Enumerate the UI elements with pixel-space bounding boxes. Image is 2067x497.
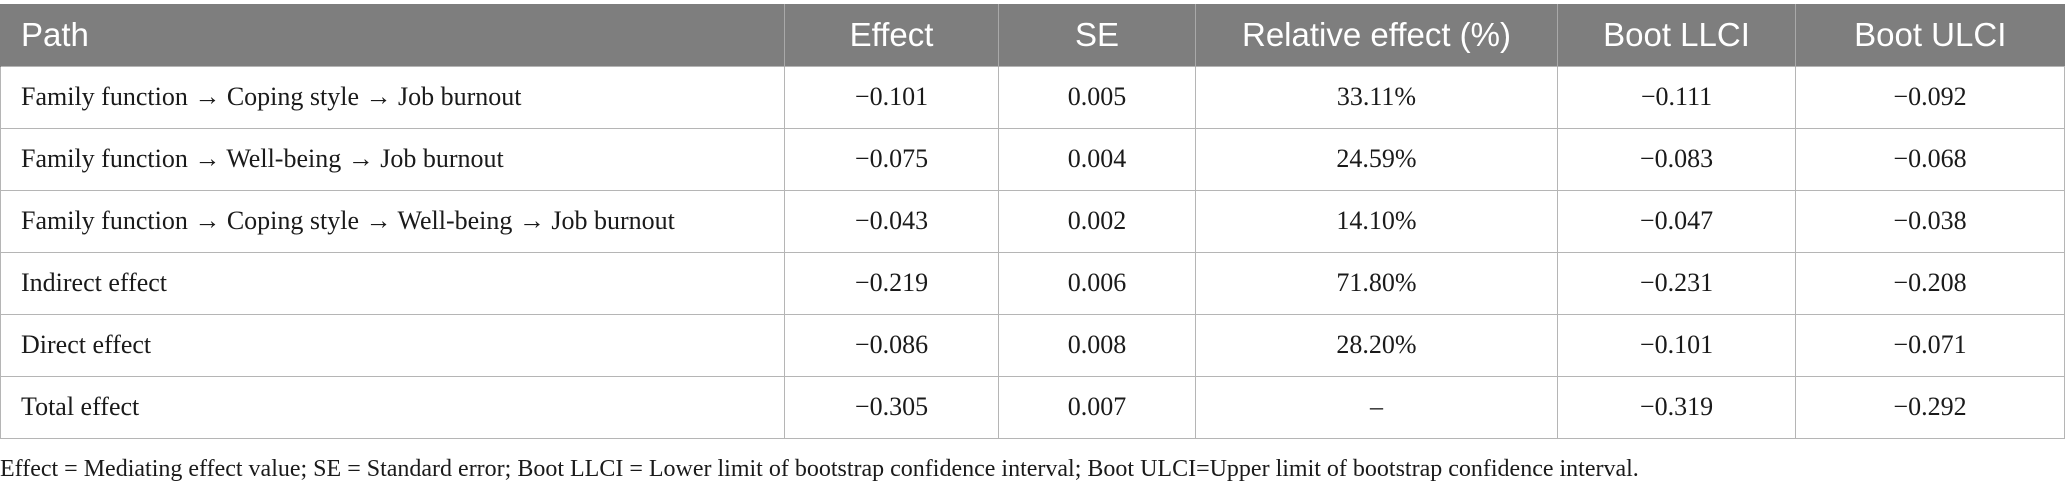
- cell-boot-ulci: −0.208: [1795, 251, 2065, 315]
- cell-relative-effect: –: [1195, 375, 1558, 439]
- header-relative-effect: Relative effect (%): [1195, 4, 1558, 66]
- cell-relative-effect: 14.10%: [1195, 189, 1558, 253]
- header-boot-ulci: Boot ULCI: [1795, 4, 2065, 66]
- header-boot-llci: Boot LLCI: [1557, 4, 1796, 66]
- cell-boot-llci: −0.101: [1557, 313, 1796, 377]
- cell-boot-llci: −0.047: [1557, 189, 1796, 253]
- cell-effect: −0.075: [784, 127, 999, 191]
- cell-relative-effect: 33.11%: [1195, 65, 1558, 129]
- cell-effect: −0.219: [784, 251, 999, 315]
- cell-path: Family function → Well-being → Job burno…: [0, 127, 785, 191]
- cell-se: 0.007: [998, 375, 1196, 439]
- mediation-table-container: Path Effect SE Relative effect (%) Boot …: [0, 4, 2065, 439]
- table-row: Total effect −0.305 0.007 – −0.319 −0.29…: [0, 375, 2065, 439]
- mediation-effects-table: Path Effect SE Relative effect (%) Boot …: [0, 4, 2065, 439]
- cell-relative-effect: 24.59%: [1195, 127, 1558, 191]
- cell-se: 0.005: [998, 65, 1196, 129]
- cell-se: 0.008: [998, 313, 1196, 377]
- cell-boot-llci: −0.231: [1557, 251, 1796, 315]
- table-footnote: Effect = Mediating effect value; SE = St…: [0, 456, 1639, 482]
- table-row: Family function → Coping style → Job bur…: [0, 65, 2065, 129]
- cell-path: Total effect: [0, 375, 785, 439]
- header-se: SE: [998, 4, 1196, 66]
- cell-effect: −0.086: [784, 313, 999, 377]
- cell-path: Family function → Coping style → Well-be…: [0, 189, 785, 253]
- cell-se: 0.002: [998, 189, 1196, 253]
- cell-se: 0.006: [998, 251, 1196, 315]
- table-row: Family function → Well-being → Job burno…: [0, 127, 2065, 191]
- cell-boot-ulci: −0.292: [1795, 375, 2065, 439]
- cell-se: 0.004: [998, 127, 1196, 191]
- cell-effect: −0.101: [784, 65, 999, 129]
- table-row: Family function → Coping style → Well-be…: [0, 189, 2065, 253]
- header-effect: Effect: [784, 4, 999, 66]
- cell-path: Family function → Coping style → Job bur…: [0, 65, 785, 129]
- cell-effect: −0.043: [784, 189, 999, 253]
- cell-boot-ulci: −0.092: [1795, 65, 2065, 129]
- cell-boot-ulci: −0.038: [1795, 189, 2065, 253]
- cell-path: Direct effect: [0, 313, 785, 377]
- cell-relative-effect: 28.20%: [1195, 313, 1558, 377]
- cell-boot-llci: −0.319: [1557, 375, 1796, 439]
- cell-boot-llci: −0.083: [1557, 127, 1796, 191]
- cell-relative-effect: 71.80%: [1195, 251, 1558, 315]
- cell-effect: −0.305: [784, 375, 999, 439]
- cell-boot-ulci: −0.071: [1795, 313, 2065, 377]
- cell-boot-llci: −0.111: [1557, 65, 1796, 129]
- table-header-row: Path Effect SE Relative effect (%) Boot …: [0, 4, 2065, 66]
- cell-path: Indirect effect: [0, 251, 785, 315]
- table-row: Indirect effect −0.219 0.006 71.80% −0.2…: [0, 251, 2065, 315]
- cell-boot-ulci: −0.068: [1795, 127, 2065, 191]
- table-row: Direct effect −0.086 0.008 28.20% −0.101…: [0, 313, 2065, 377]
- header-path: Path: [0, 4, 785, 66]
